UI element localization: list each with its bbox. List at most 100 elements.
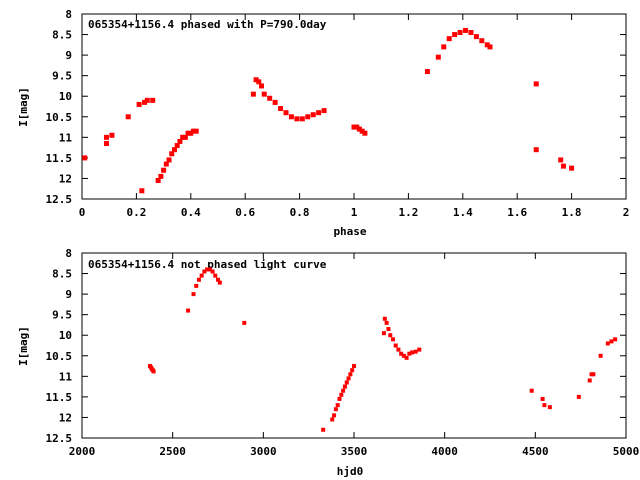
data-point <box>591 372 596 377</box>
data-point <box>344 380 349 385</box>
data-point <box>424 69 430 75</box>
data-point <box>613 337 618 342</box>
x-tick-label: 1.4 <box>453 206 473 219</box>
data-point <box>558 157 564 163</box>
y-tick-label: 9.5 <box>52 70 72 83</box>
data-point <box>82 155 88 161</box>
data-point <box>321 108 327 114</box>
x-tick-label: 1.2 <box>398 206 418 219</box>
x-tick-label: 0.8 <box>290 206 310 219</box>
x-tick-label: 2 <box>623 206 630 219</box>
data-point <box>139 188 145 194</box>
chart-panel-unphased: 065354+1156.4 not phased light curve hjd… <box>17 247 639 478</box>
data-point <box>310 112 316 118</box>
y-tick-label: 9 <box>65 49 72 62</box>
x-tick-label: 3500 <box>341 445 368 458</box>
data-point <box>305 114 311 120</box>
data-point <box>142 99 148 105</box>
data-point <box>576 394 581 399</box>
data-point <box>166 157 172 163</box>
data-point <box>393 343 398 348</box>
data-point <box>193 128 199 134</box>
y-tick-label: 11 <box>59 131 73 144</box>
data-point <box>452 32 458 38</box>
data-point <box>185 130 191 136</box>
data-point <box>404 355 409 360</box>
y-tick-label: 12.5 <box>46 432 73 445</box>
data-point <box>155 178 161 183</box>
x-tick-label: 1.6 <box>507 206 527 219</box>
x-tick-label: 1 <box>351 206 358 219</box>
data-point <box>180 134 186 140</box>
y-tick-label: 12 <box>59 411 72 424</box>
data-point <box>609 339 614 344</box>
x-tick-label: 4500 <box>522 445 549 458</box>
data-point <box>169 151 175 157</box>
x-tick-label: 3000 <box>250 445 277 458</box>
plot-frame-unphased <box>81 252 627 439</box>
data-point <box>299 116 305 122</box>
data-point <box>199 273 204 278</box>
data-point <box>250 91 256 97</box>
data-point <box>533 81 539 87</box>
x-tick-label: 0.4 <box>181 206 201 219</box>
data-point <box>396 347 401 352</box>
y-tick-label: 12.5 <box>46 193 73 206</box>
data-point <box>288 114 294 120</box>
x-tick-label: 0 <box>79 206 86 219</box>
data-points-unphased <box>148 267 618 432</box>
data-point <box>356 126 362 132</box>
data-point <box>362 130 368 136</box>
data-point <box>479 38 485 44</box>
data-points-phased <box>82 27 575 194</box>
data-point <box>332 413 337 418</box>
data-point <box>144 97 150 103</box>
x-ticks-unphased: 2000 2500 3000 3500 4000 4500 5000 <box>69 253 639 458</box>
data-point <box>191 292 196 297</box>
data-point <box>207 267 212 272</box>
x-tick-label: 2000 <box>69 445 96 458</box>
data-point <box>125 114 131 120</box>
data-point <box>441 44 447 50</box>
data-point <box>210 269 215 274</box>
chart-title-unphased: 065354+1156.4 not phased light curve <box>88 258 327 271</box>
data-point <box>333 407 338 412</box>
data-point <box>346 376 351 381</box>
data-point <box>316 110 322 116</box>
data-point <box>382 316 387 321</box>
data-point <box>321 427 326 432</box>
data-point <box>205 267 210 272</box>
y-tick-label: 8 <box>65 247 72 260</box>
x-tick-label: 1.8 <box>562 206 582 219</box>
data-point <box>435 54 441 60</box>
data-point <box>484 42 490 48</box>
data-point <box>560 163 566 169</box>
y-ticks-unphased: 8 8.5 9 9.5 10 10.5 11 11.5 12 12.5 <box>46 247 626 445</box>
x-axis-label-phased: phase <box>333 225 366 238</box>
data-point <box>540 396 545 401</box>
data-point <box>213 273 218 278</box>
data-point <box>267 95 273 101</box>
y-tick-label: 8.5 <box>52 268 72 281</box>
data-point <box>177 138 183 144</box>
data-point <box>171 147 177 153</box>
data-point <box>216 277 220 282</box>
chart-title-phased: 065354+1156.4 phased with P=790.0day <box>88 18 327 31</box>
data-point <box>350 368 355 373</box>
data-point <box>542 403 547 408</box>
y-tick-label: 11.5 <box>46 152 73 165</box>
data-point <box>342 384 347 389</box>
data-point <box>158 173 164 179</box>
data-point <box>174 143 180 149</box>
x-axis-label-unphased: hjd0 <box>337 465 364 478</box>
data-point <box>294 116 300 122</box>
data-point <box>163 161 169 167</box>
y-ticks-phased: 8 8.5 9 9.5 10 10.5 11 11.5 12 12.5 <box>46 8 626 206</box>
x-tick-label: 0.6 <box>235 206 255 219</box>
data-point <box>388 333 393 338</box>
data-point <box>259 83 265 89</box>
data-point <box>161 167 167 173</box>
data-point <box>151 369 156 374</box>
data-point <box>256 79 262 85</box>
